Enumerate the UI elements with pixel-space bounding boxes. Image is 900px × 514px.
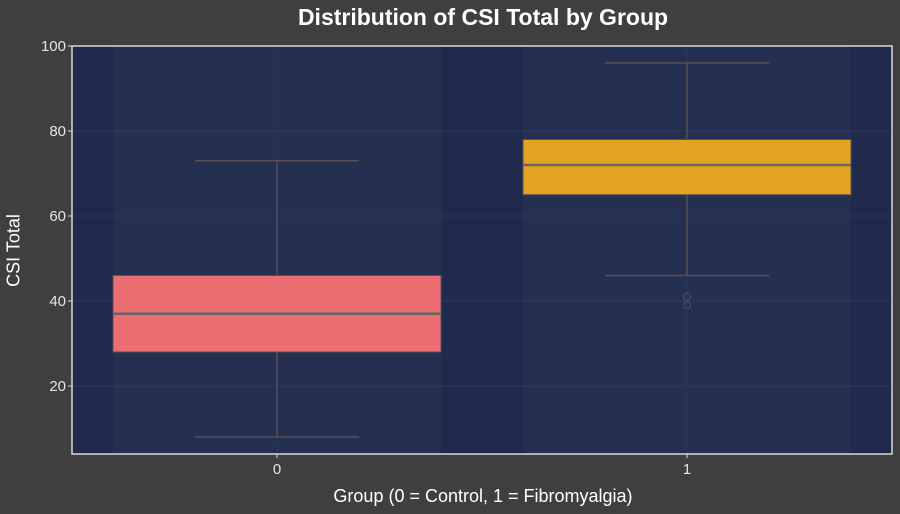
y-tick-label: 20 <box>49 378 66 395</box>
chart-title: Distribution of CSI Total by Group <box>297 4 669 30</box>
y-tick-label: 100 <box>41 38 66 55</box>
x-tick-label: 1 <box>683 461 691 478</box>
ticks: 20 40 60 80 100 0 1 <box>41 38 691 478</box>
y-tick-label: 40 <box>49 293 66 310</box>
boxes <box>112 62 852 438</box>
y-tick-label: 80 <box>49 123 66 140</box>
outlier-point <box>682 301 692 310</box>
y-tick-label: 60 <box>49 208 66 225</box>
plot-frame <box>71 45 893 455</box>
outlier-point <box>682 292 692 301</box>
x-axis-label: Group (0 = Control, 1 = Fibromyalgia) <box>333 486 633 506</box>
box-1 <box>522 139 852 196</box>
x-tick-label: 0 <box>273 461 281 478</box>
